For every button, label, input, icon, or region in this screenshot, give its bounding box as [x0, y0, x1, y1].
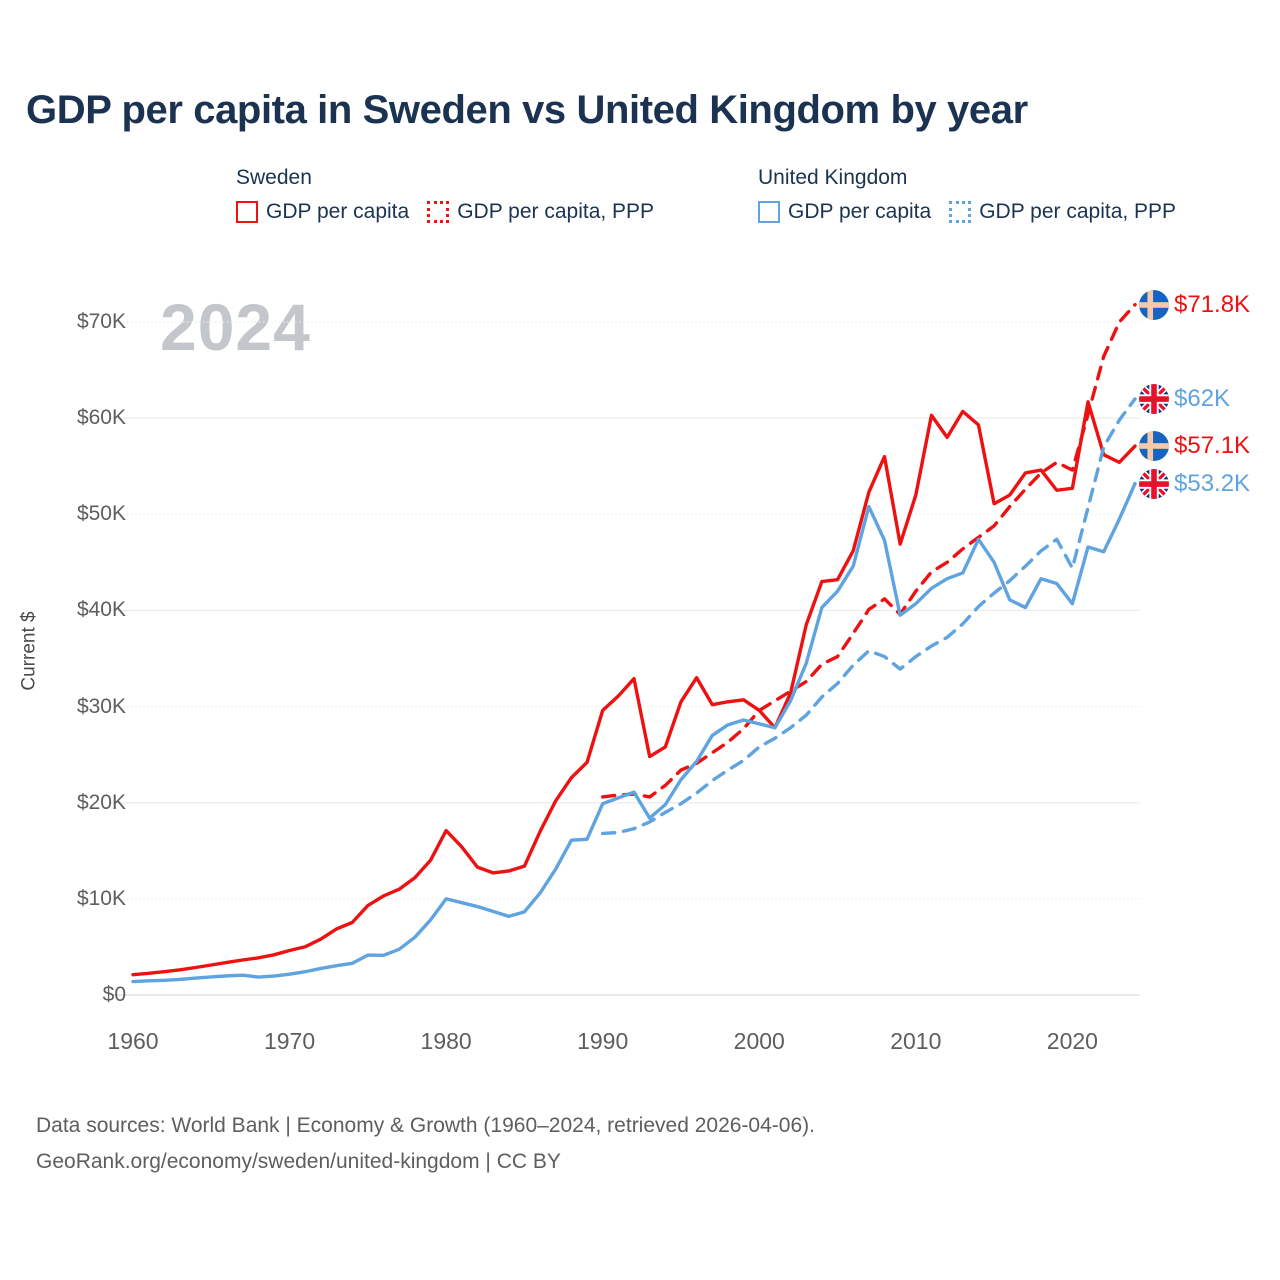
footer-credits: Data sources: World Bank | Economy & Gro… — [36, 1108, 815, 1180]
series-end-value: $53.2K — [1174, 469, 1251, 497]
uk-flag-icon — [1139, 468, 1169, 499]
legend-group-sweden: Sweden GDP per capita GDP per capita, PP… — [236, 164, 654, 224]
series-end-label: $71.8K — [1139, 289, 1251, 320]
series-line — [131, 481, 1137, 984]
legend-item-uk-gdp[interactable]: GDP per capita — [758, 200, 931, 224]
x-axis-tick-label: 1960 — [107, 1028, 159, 1054]
y-axis-tick-label: $0 — [102, 983, 126, 1006]
uk-flag-icon — [1139, 383, 1169, 414]
series-end-label: $62K — [1139, 383, 1231, 414]
watermark-year: 2024 — [160, 290, 311, 364]
series-end-label: $53.2K — [1139, 468, 1251, 499]
chart-legend: Sweden GDP per capita GDP per capita, PP… — [236, 164, 1256, 244]
legend-item-uk-gdp-ppp[interactable]: GDP per capita, PPP — [949, 200, 1176, 224]
legend-swatch-solid-icon — [758, 201, 780, 223]
legend-country-label: Sweden — [236, 166, 312, 189]
legend-item-label: GDP per capita, PPP — [457, 200, 655, 223]
legend-swatch-dotted-icon — [949, 201, 972, 223]
y-axis-tick-label: $30K — [76, 694, 126, 718]
y-axis-tick-label: $60K — [76, 406, 126, 430]
x-axis-tick-label: 2010 — [890, 1028, 942, 1054]
legend-swatch-solid-icon — [236, 201, 258, 223]
legend-country-label: United Kingdom — [758, 166, 908, 189]
x-axis-tick-label: 1990 — [577, 1028, 629, 1054]
x-axis-tick-label: 2000 — [733, 1028, 785, 1054]
x-axis-tick-label: 1980 — [420, 1028, 472, 1054]
y-axis-tick-label: $50K — [76, 502, 126, 526]
legend-item-label: GDP per capita — [788, 200, 932, 223]
legend-item-sweden-gdp-ppp[interactable]: GDP per capita, PPP — [427, 200, 654, 224]
legend-item-label: GDP per capita, PPP — [979, 200, 1177, 223]
legend-group-united-kingdom: United Kingdom GDP per capita GDP per ca… — [758, 164, 1176, 224]
series-end-label: $57.1K — [1139, 431, 1251, 462]
legend-item-label: GDP per capita — [266, 200, 410, 223]
sweden-flag-icon — [1139, 431, 1169, 462]
y-axis-tick-label: $10K — [76, 886, 126, 910]
series-line — [600, 302, 1137, 799]
y-axis-tick-label: $20K — [76, 790, 126, 814]
footer-line-sources: Data sources: World Bank | Economy & Gro… — [36, 1114, 815, 1137]
series-end-value: $62K — [1174, 384, 1231, 412]
legend-item-sweden-gdp[interactable]: GDP per capita — [236, 200, 409, 224]
sweden-flag-icon — [1139, 289, 1169, 320]
footer-line-attribution[interactable]: GeoRank.org/economy/sweden/united-kingdo… — [36, 1150, 561, 1173]
series-line — [600, 397, 1137, 836]
y-axis-tick-label: $70K — [76, 310, 126, 333]
x-axis-tick-label: 2020 — [1046, 1028, 1098, 1054]
x-axis-tick-label: 1970 — [263, 1028, 316, 1054]
series-line — [131, 400, 1137, 977]
series-end-value: $71.8K — [1174, 290, 1251, 318]
legend-swatch-dotted-icon — [427, 201, 450, 223]
page-title: GDP per capita in Sweden vs United Kingd… — [26, 88, 1028, 132]
y-axis-tick-label: $40K — [76, 598, 126, 622]
series-end-value: $57.1K — [1174, 432, 1251, 460]
